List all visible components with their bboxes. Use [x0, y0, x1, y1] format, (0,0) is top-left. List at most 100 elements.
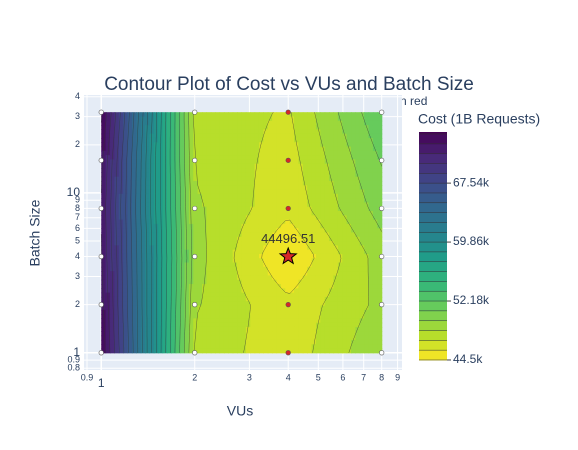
contour-cell [206, 249, 212, 255]
contour-cell [333, 279, 339, 285]
contour-cell [355, 232, 361, 238]
contour-cell [241, 339, 247, 345]
contour-cell [342, 348, 348, 354]
contour-cell [166, 322, 172, 328]
contour-cell [228, 202, 234, 208]
contour-cell [315, 168, 321, 173]
contour-cell [368, 159, 374, 165]
contour-cell [175, 133, 181, 139]
contour-cell [280, 245, 286, 251]
contour-cell [140, 292, 146, 298]
contour-cell [140, 142, 146, 148]
contour-cell [298, 228, 304, 234]
data-point [192, 350, 198, 356]
contour-cell [315, 348, 321, 354]
contour-cell [315, 223, 321, 229]
contour-cell [289, 129, 295, 135]
contour-cell [337, 189, 343, 195]
contour-cell [228, 253, 234, 259]
contour-cell [250, 262, 256, 268]
contour-cell [333, 155, 339, 161]
contour-cell [324, 129, 330, 135]
contour-cell [223, 211, 229, 216]
contour-cell [210, 249, 216, 255]
contour-cell [193, 296, 199, 302]
contour-cell [188, 249, 194, 255]
contour-cell [136, 348, 142, 354]
contour-cell [171, 163, 177, 169]
contour-cell [219, 185, 225, 191]
contour-cell [263, 288, 269, 294]
contour-cell [333, 236, 339, 242]
contour-cell [184, 198, 190, 204]
contour-cell [368, 241, 374, 246]
contour-cell [377, 284, 383, 289]
contour-cell [223, 258, 229, 264]
contour-cell [267, 133, 273, 139]
contour-cell [258, 189, 264, 195]
contour-cell [110, 245, 115, 251]
contour-cell [197, 339, 203, 345]
contour-cell [263, 168, 269, 173]
contour-cell [127, 223, 133, 229]
contour-cell [302, 292, 308, 298]
contour-cell [302, 245, 308, 251]
contour-cell [110, 309, 115, 315]
contour-cell [324, 193, 330, 199]
contour-cell [364, 116, 370, 122]
contour-cell [131, 125, 137, 130]
contour-cell [114, 318, 120, 324]
contour-cell [162, 228, 168, 234]
contour-cell [320, 245, 326, 251]
contour-cell [342, 116, 348, 122]
contour-cell [337, 309, 343, 315]
contour-cell [123, 288, 129, 294]
y-tick-label: 5 [75, 235, 80, 245]
contour-cell [329, 155, 335, 161]
contour-cell [101, 211, 107, 216]
contour-cell [272, 172, 278, 178]
contour-cell [197, 245, 203, 251]
contour-cell [175, 275, 181, 281]
contour-cell [140, 262, 146, 268]
contour-cell [364, 292, 370, 298]
contour-cell [351, 326, 357, 332]
contour-cell [337, 296, 343, 302]
contour-line [169, 112, 173, 353]
contour-cell [302, 348, 308, 354]
data-point [285, 109, 291, 115]
contour-cell [359, 301, 365, 307]
contour-cell [158, 344, 164, 350]
contour-cell [267, 150, 273, 156]
contour-cell [180, 301, 186, 307]
contour-cell [232, 146, 238, 152]
contour-cell [101, 348, 107, 354]
contour-cell [215, 348, 221, 354]
contour-cell [258, 155, 264, 161]
contour-cell [241, 211, 247, 216]
contour-cell [258, 133, 264, 139]
contour-cell [267, 206, 273, 212]
contour-cell [193, 150, 199, 156]
contour-cell [346, 150, 352, 156]
contour-cell [118, 322, 124, 328]
contour-cell [193, 236, 199, 242]
contour-cell [342, 292, 348, 298]
contour-cell [377, 146, 383, 152]
contour-cell [245, 335, 251, 341]
contour-cell [241, 258, 247, 264]
contour-cell [210, 344, 216, 350]
contour-cell [346, 215, 352, 221]
contour-cell [175, 198, 181, 204]
contour-cell [153, 249, 159, 255]
colorbar-title: Cost (1B Requests) [418, 111, 540, 127]
contour-cell [232, 116, 238, 122]
contour-cell [184, 176, 190, 182]
contour-cell [237, 211, 243, 216]
contour-cell [294, 301, 300, 307]
contour-cell [364, 262, 370, 268]
contour-cell [184, 301, 190, 307]
contour-cell [364, 112, 370, 118]
contour-cell [285, 189, 291, 195]
contour-cell [237, 176, 243, 182]
